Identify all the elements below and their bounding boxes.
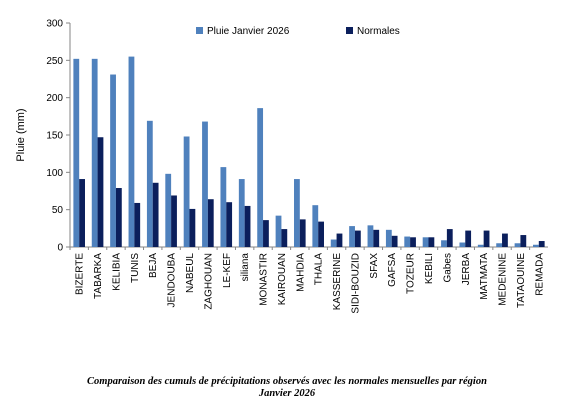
bar-pluie-janvier-2026: [496, 243, 503, 247]
x-tick-label: KELIBIA: [111, 253, 122, 291]
x-tick-label: GAFSA: [387, 253, 398, 287]
bar-pluie-janvier-2026: [257, 108, 264, 248]
x-tick-label: TABARKA: [93, 253, 104, 299]
y-tick-label: 300: [46, 19, 63, 30]
y-tick-label: 250: [46, 56, 63, 67]
bar-pluie-janvier-2026: [404, 236, 411, 247]
bar-normales: [428, 237, 435, 247]
bar-pluie-janvier-2026: [91, 58, 98, 248]
bar-normales: [226, 202, 233, 247]
y-tick-label: 200: [46, 93, 63, 104]
x-tick-label: JERBA: [461, 253, 472, 286]
bar-pluie-janvier-2026: [220, 167, 227, 247]
rainfall-chart: 0 50 100 150 200 250 300 Pluie (mm) BIZERTE TABAR…: [15, 19, 548, 314]
x-tick-label: TATAOUINE: [516, 253, 527, 308]
chart-canvas: 0 50 100 150 200 250 300 Pluie (mm) BIZERTE TABAR…: [15, 19, 548, 314]
x-tick-label: KAIROUAN: [277, 253, 288, 305]
x-tick-label: KASSERINE: [332, 253, 343, 311]
bar-normales: [446, 229, 453, 247]
bar-normales: [207, 199, 214, 247]
x-tick-label: MEDENINE: [498, 253, 509, 306]
bar-normales: [97, 137, 104, 247]
bar-normales: [391, 235, 398, 247]
x-tick-label: MONASTIR: [259, 253, 270, 306]
x-tick-label: JENDOUBA: [167, 253, 178, 308]
bar-pluie-janvier-2026: [146, 120, 153, 247]
x-tick-label: BEJA: [148, 253, 159, 278]
y-axis-title: Pluie (mm): [15, 108, 27, 161]
bar-normales: [520, 235, 527, 247]
bar-normales: [318, 221, 324, 247]
bar-pluie-janvier-2026: [459, 242, 466, 247]
bar-pluie-janvier-2026: [330, 239, 337, 247]
bar-pluie-janvier-2026: [275, 215, 282, 247]
bar-normales: [189, 208, 196, 247]
legend-label-pluie: Pluie Janvier 2026: [207, 26, 290, 37]
bar-normales: [465, 230, 472, 247]
legend-swatch-pluie: [196, 27, 203, 34]
bar-normales: [483, 230, 490, 247]
legend-label-normales: Normales: [357, 26, 400, 37]
bar-pluie-janvier-2026: [312, 205, 319, 247]
bar-normales: [373, 229, 380, 247]
x-tick-label: TOZEUR: [406, 253, 417, 294]
bar-normales: [336, 233, 343, 247]
bar-normales: [134, 202, 141, 247]
bar-normales: [281, 229, 288, 247]
chart-caption-line-1: Comparaison des cumuls de précipitations…: [87, 376, 487, 387]
legend-swatch-normales: [346, 27, 353, 34]
chart-caption-line-2: Janvier 2026: [258, 388, 316, 399]
bar-normales: [115, 188, 122, 247]
y-tick-label: 150: [46, 131, 63, 142]
x-tick-label: SIDI-BOUZID: [350, 253, 361, 314]
y-tick-label: 0: [57, 243, 63, 254]
y-tick-label: 50: [52, 205, 64, 216]
bar-pluie-janvier-2026: [477, 244, 484, 247]
x-tick-label: MATMATA: [479, 253, 490, 300]
bar-pluie-janvier-2026: [165, 173, 172, 247]
bar-pluie-janvier-2026: [385, 229, 392, 247]
bar-pluie-janvier-2026: [128, 56, 135, 247]
x-tick-label: KEBILI: [424, 253, 435, 284]
bar-normales: [152, 182, 159, 247]
bar-pluie-janvier-2026: [367, 225, 374, 247]
bar-normales: [410, 237, 416, 247]
bar-normales: [79, 179, 85, 247]
x-tick-label: BIZERTE: [75, 253, 86, 295]
bar-normales: [299, 219, 306, 247]
x-tick-label: NABEUL: [185, 253, 196, 293]
x-tick-label: Gabes: [442, 253, 453, 282]
bar-pluie-janvier-2026: [238, 179, 245, 247]
bar-pluie-janvier-2026: [422, 237, 429, 247]
bar-normales: [538, 241, 545, 247]
x-tick-label: ZAGHOUAN: [203, 253, 214, 310]
x-tick-label: REMADA: [534, 253, 545, 296]
x-tick-label: MAHDIA: [295, 253, 306, 292]
bar-pluie-janvier-2026: [349, 226, 355, 247]
y-tick-label: 100: [46, 168, 63, 179]
x-tick-label: THALA: [314, 253, 325, 286]
bar-pluie-janvier-2026: [533, 244, 539, 247]
bar-pluie-janvier-2026: [110, 74, 116, 248]
x-tick-label: TUNIS: [130, 253, 141, 283]
bar-pluie-janvier-2026: [183, 136, 190, 247]
bar-pluie-janvier-2026: [294, 179, 300, 247]
bar-pluie-janvier-2026: [514, 243, 521, 247]
bar-normales: [244, 205, 251, 247]
bar-pluie-janvier-2026: [441, 240, 447, 247]
bar-normales: [502, 233, 508, 247]
x-tick-label: siliana: [240, 253, 251, 282]
bar-normales: [354, 230, 361, 247]
bar-normales: [263, 220, 269, 247]
x-tick-label: LE-KEF: [222, 253, 233, 288]
bar-pluie-janvier-2026: [202, 121, 208, 247]
bar-pluie-janvier-2026: [73, 58, 80, 248]
bar-normales: [171, 195, 177, 247]
x-tick-label: SFAX: [369, 253, 380, 279]
